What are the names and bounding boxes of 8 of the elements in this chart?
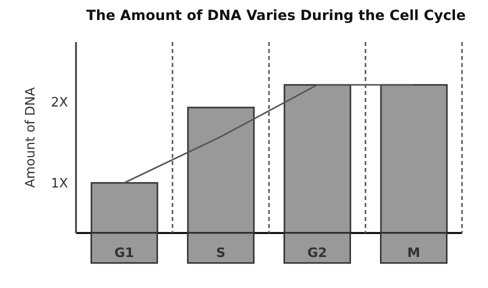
y-tick-label: 2X [50, 96, 68, 111]
y-tick-label: 1X [50, 176, 68, 192]
y-axis-title: Amount of DNA [24, 87, 39, 188]
x-tick-label: S [216, 246, 226, 261]
x-tick-label: G1 [114, 246, 134, 261]
x-tick-label: G2 [307, 246, 328, 261]
chart-title: The Amount of DNA Varies During the Cell Cycle [85, 8, 467, 24]
x-tick-label: M [407, 246, 420, 261]
